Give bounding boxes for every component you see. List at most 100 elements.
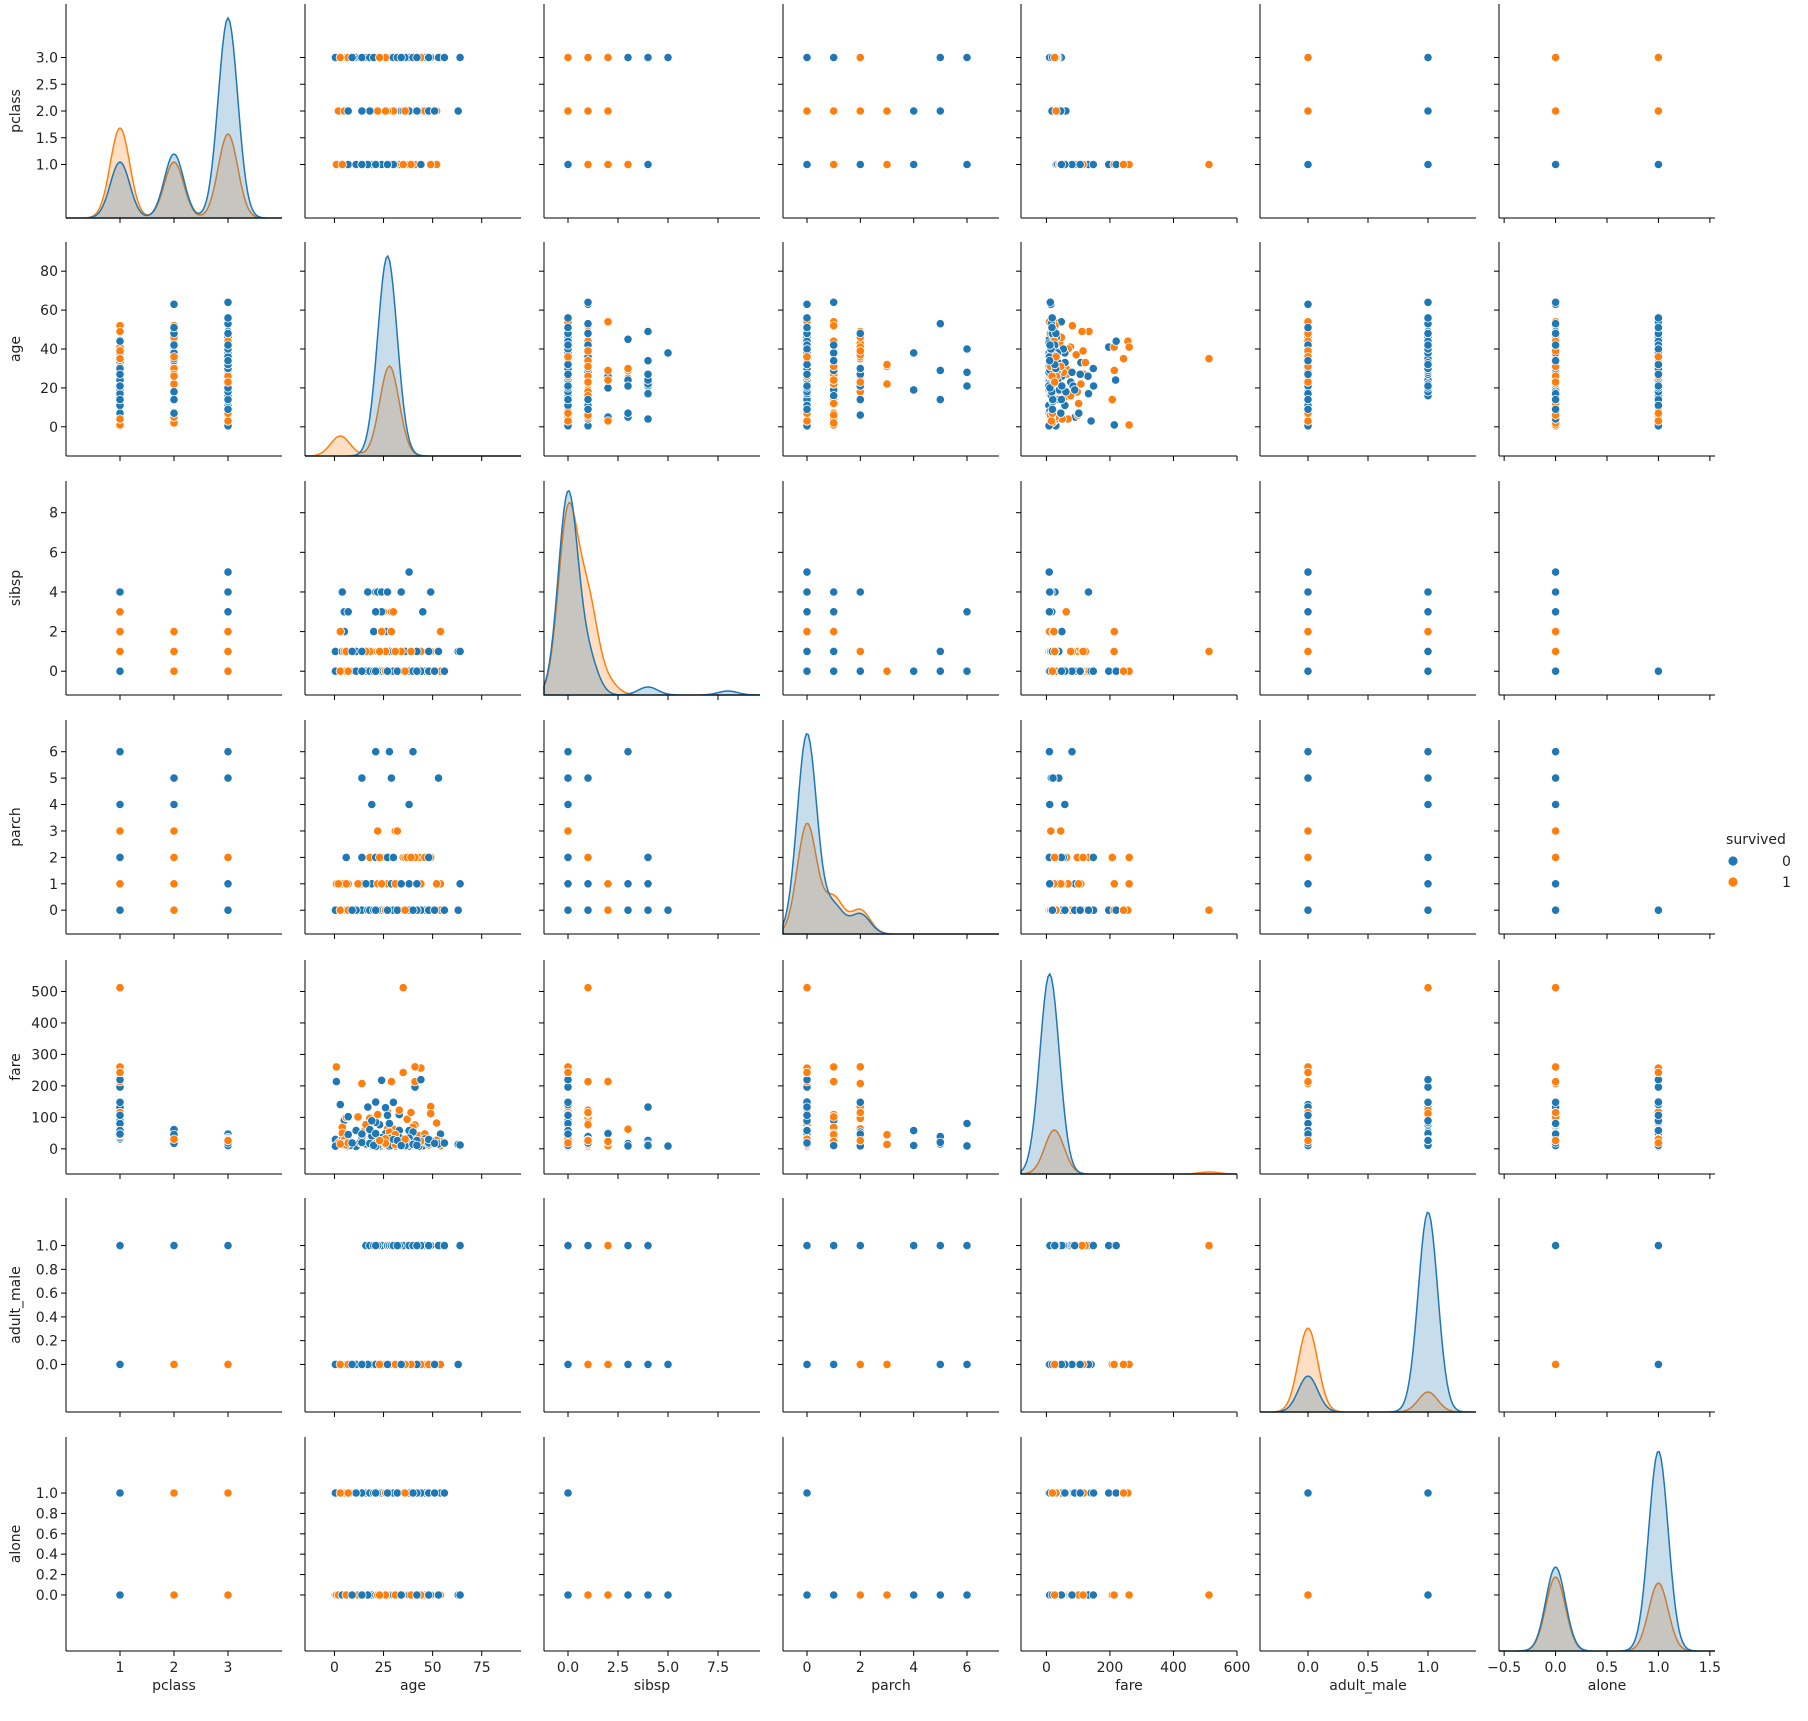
point-pclass-age-224	[371, 159, 381, 170]
y-tick-label-sibsp: 6	[49, 545, 58, 561]
point-pclass-sibsp-209	[583, 159, 593, 170]
point-sibsp-fare-31	[1061, 607, 1071, 617]
point-age-adult_male-239	[1303, 369, 1313, 379]
point-age-sibsp-236	[643, 356, 653, 366]
point-age-pclass-217	[223, 416, 233, 426]
point-age-adult_male-236	[1303, 356, 1313, 366]
point-age-pclass-183	[169, 394, 179, 405]
point-age-sibsp-57	[623, 334, 633, 344]
y-tick-label-parch: 0	[49, 903, 58, 919]
panel-pclass-parch	[778, 4, 999, 223]
point-pclass-parch-3	[909, 106, 919, 116]
point-sibsp-age-234	[357, 666, 367, 676]
point-pclass-sibsp-31	[623, 159, 633, 170]
point-pclass-age-238	[374, 52, 385, 63]
point-parch-pclass-192	[169, 879, 179, 889]
kde-age-survived-0	[305, 254, 521, 457]
point-age-alone-217	[1653, 416, 1664, 426]
point-parch-pclass-239	[115, 905, 125, 915]
point-sibsp-parch-143	[882, 666, 892, 676]
point-pclass-age-217	[335, 52, 345, 63]
point-parch-age-121	[431, 879, 442, 889]
point-age-fare-238	[1050, 377, 1060, 387]
point-age-parch-198	[829, 297, 839, 307]
point-age-sibsp-165	[583, 328, 593, 338]
point-pclass-sibsp-233	[563, 106, 573, 116]
point-age-fare-214	[1047, 322, 1057, 333]
point-sibsp-fare-209	[1078, 646, 1088, 657]
panel-sibsp-age	[300, 481, 521, 700]
point-pclass-parch-233	[802, 106, 812, 116]
point-age-pclass-238	[223, 377, 233, 387]
point-age-fare-101	[1111, 375, 1121, 385]
point-age-fare-227	[1045, 340, 1055, 350]
point-pclass-age-66	[453, 106, 463, 116]
point-sibsp-age-238	[374, 646, 385, 657]
point-age-parch-208	[935, 319, 945, 329]
point-age-parch-192	[829, 418, 839, 428]
point-sibsp-age-139	[371, 607, 381, 617]
point-pclass-sibsp-222	[603, 52, 613, 63]
point-age-sibsp-183	[583, 394, 593, 405]
point-age-alone-165	[1551, 328, 1561, 338]
point-parch-pclass-143	[169, 826, 179, 836]
point-age-parch-236	[829, 356, 839, 366]
point-sibsp-parch-198	[829, 646, 839, 657]
point-sibsp-parch-218	[935, 666, 945, 676]
point-sibsp-fare-207	[1083, 587, 1094, 597]
point-sibsp-age-31	[388, 607, 398, 617]
point-sibsp-fare-239	[1075, 666, 1085, 676]
y-tick-label-parch: 3	[49, 824, 58, 840]
point-age-adult_male-212	[1423, 328, 1433, 338]
point-age-fare-217	[1046, 416, 1057, 426]
point-age-sibsp-227	[563, 340, 573, 350]
point-sibsp-age-220	[439, 666, 449, 676]
point-sibsp-pclass-152	[223, 567, 233, 577]
point-age-fare-210	[1067, 367, 1077, 377]
point-age-pclass-233	[169, 352, 179, 362]
point-sibsp-adult_male-110	[1423, 626, 1433, 637]
point-age-fare-75	[1109, 420, 1119, 430]
point-pclass-parch-143	[882, 106, 892, 116]
point-age-parch-121	[829, 321, 839, 331]
point-age-parch-3	[909, 385, 919, 395]
point-pclass-sibsp-235	[563, 52, 573, 63]
point-parch-age-66	[453, 905, 463, 915]
point-pclass-parch-79	[909, 159, 919, 170]
point-age-parch-194	[829, 398, 839, 409]
point-age-adult_male-238	[1303, 377, 1313, 387]
point-sibsp-fare-110	[1109, 626, 1119, 637]
point-pclass-parch-123	[855, 106, 865, 116]
panel-sibsp-fare	[1016, 481, 1238, 700]
point-age-alone-238	[1551, 377, 1561, 387]
panel-pclass-sibsp	[539, 4, 760, 223]
point-age-parch-164	[855, 328, 865, 338]
point-sibsp-age-226	[390, 646, 400, 657]
point-age-alone-198	[1551, 297, 1561, 307]
point-age-sibsp-207	[643, 389, 653, 399]
point-age-parch-227	[829, 340, 839, 350]
point-sibsp-age-183	[357, 646, 367, 657]
point-age-alone-233	[1653, 352, 1664, 362]
point-age-pclass-151	[115, 336, 125, 346]
point-parch-age-132	[404, 879, 414, 889]
point-sibsp-age-165	[424, 646, 434, 657]
point-age-fare-225	[1088, 363, 1098, 374]
point-sibsp-parch-239	[802, 666, 812, 676]
point-pclass-parch-236	[829, 52, 839, 63]
point-sibsp-parch-111	[829, 607, 839, 617]
point-pclass-age-150	[365, 106, 375, 116]
point-sibsp-fare-238	[1050, 646, 1060, 657]
point-pclass-parch-183	[935, 106, 945, 116]
point-sibsp-age-204	[337, 587, 347, 597]
point-age-parch-214	[802, 322, 812, 333]
point-sibsp-age-232	[392, 666, 402, 676]
point-pclass-age-216	[343, 106, 353, 116]
point-age-parch-220	[802, 313, 812, 323]
panel-pclass-alone	[1494, 4, 1715, 223]
point-sibsp-alone-236	[1551, 587, 1561, 597]
point-parch-age-125	[392, 826, 402, 836]
point-sibsp-alone-139	[1551, 607, 1561, 617]
point-sibsp-parch-139	[962, 607, 972, 617]
